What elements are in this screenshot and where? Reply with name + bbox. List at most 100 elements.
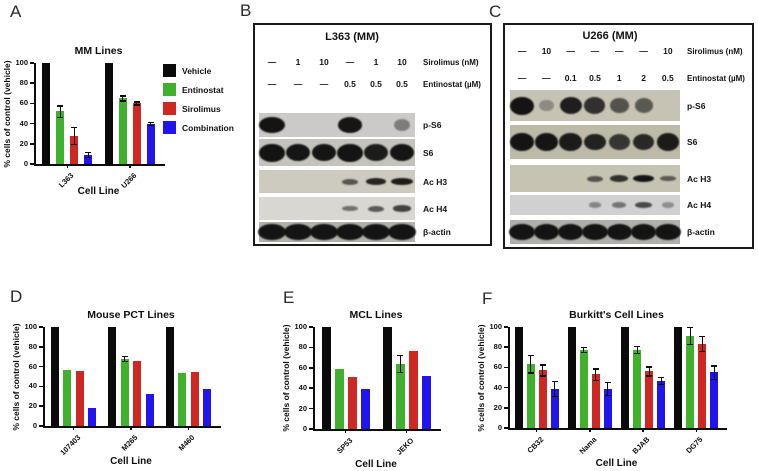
x-tick (130, 426, 132, 430)
blot-strip-β-actin (258, 222, 416, 242)
y-tick-label: 80 (28, 341, 37, 351)
y-tick (30, 143, 34, 145)
protein-band (610, 175, 629, 182)
error-bar-cap (592, 368, 599, 370)
bar-combination-107403 (88, 408, 97, 426)
bar-vehicle-DG75 (674, 327, 683, 428)
protein-band (311, 143, 337, 162)
bar-vehicle-SP53 (321, 327, 331, 429)
protein-band (632, 133, 655, 151)
chart-title: MM Lines (74, 45, 123, 57)
y-tick-label: 40 (298, 383, 307, 393)
error-bar (59, 106, 61, 117)
protein-band (258, 224, 286, 240)
protein-band (559, 96, 582, 115)
protein-band (284, 224, 312, 240)
protein-band (633, 175, 654, 182)
blot-title: L363 (MM) (325, 31, 379, 43)
y-tick (30, 122, 34, 125)
y-tick (504, 386, 508, 389)
lane-dose-label: 1 (295, 57, 301, 67)
protein-band (583, 133, 606, 151)
error-bar (554, 381, 556, 396)
protein-band (533, 224, 560, 240)
y-tick (39, 326, 43, 328)
treatment-label: Sirolimus (nM) (423, 58, 479, 67)
error-bar-cap (658, 383, 665, 385)
bar-vehicle-M265 (108, 327, 117, 426)
bar-entinostat-CB32 (526, 364, 535, 428)
bar-combination-JEKO (421, 375, 431, 429)
error-bar (660, 377, 662, 384)
error-bar-cap (527, 372, 534, 374)
error-bar-cap (634, 346, 641, 348)
bar-sirolimus-JEKO (408, 351, 418, 429)
bar-entinostat-DG75 (686, 336, 695, 428)
panel-letter-c: C (489, 2, 502, 21)
bar-sirolimus-M460 (190, 371, 199, 426)
y-axis-label: % cells of control (vehicle) (2, 59, 12, 168)
x-axis-label: Cell Line (595, 458, 638, 469)
chart-mouse-pct-lines: Mouse PCT Lines % cells of control (vehic… (11, 309, 221, 467)
y-tick (309, 367, 313, 369)
lane-dose-label: 10 (319, 57, 329, 67)
bar-entinostat-SP53 (334, 368, 344, 429)
panel-letter-a: A (10, 2, 22, 21)
error-bar-cap (121, 360, 128, 362)
error-bar-cap (551, 395, 558, 397)
error-bar-cap (147, 124, 154, 126)
error-bar-cap (658, 376, 665, 378)
error-bar-cap (539, 375, 546, 377)
x-tick (642, 428, 644, 432)
bar-sirolimus-M265 (133, 360, 142, 426)
protein-band (635, 201, 652, 209)
y-tick-label: 60 (19, 98, 28, 108)
lane-dose-label: 0.5 (589, 73, 601, 83)
lane-dose-label: — (517, 46, 527, 56)
protein-band (362, 224, 390, 240)
x-tick (695, 428, 698, 432)
y-tick-label: 100 (489, 322, 502, 331)
bar-sirolimus-BJAB (645, 371, 654, 428)
protein-band (392, 205, 412, 212)
y-tick-label: 20 (298, 403, 307, 413)
bar-sirolimus-DG75 (698, 344, 707, 428)
bar-vehicle-BJAB (621, 327, 630, 428)
panel-letter-b: B (240, 1, 252, 20)
error-bar-cap (604, 394, 611, 396)
error-bar-cap (699, 336, 706, 338)
blot-row-label: β-actin (423, 227, 451, 237)
error-bar (595, 369, 597, 380)
blot-row-label: p-S6 (687, 100, 706, 111)
y-tick (504, 427, 508, 429)
bar-combination-SP53 (360, 389, 370, 429)
error-bar-cap (397, 371, 403, 374)
protein-band (655, 224, 681, 240)
protein-band (336, 224, 364, 240)
protein-band (609, 134, 630, 150)
error-bar (87, 152, 89, 157)
error-bar-cap (580, 347, 587, 349)
y-tick (30, 82, 34, 84)
lane-dose-label: 1 (373, 57, 379, 67)
error-bar-cap (539, 364, 546, 366)
legend-label: Entinostat (182, 84, 224, 95)
y-tick-label: 100 (294, 322, 307, 331)
lane-dose-label: — (345, 57, 355, 67)
error-bar (607, 382, 609, 395)
y-tick (309, 346, 313, 349)
error-bar-cap (527, 355, 534, 357)
y-tick-label: 100 (15, 58, 28, 67)
bar-sirolimus-107403 (75, 370, 84, 426)
protein-band (391, 178, 413, 185)
lane-dose-label: — (566, 46, 575, 56)
blot-l363: L363 (MM) — 1 10 — 1 10 Sirolimus (nM) — — — 0.5 0.5… (253, 23, 492, 246)
error-bar-cap (699, 351, 706, 353)
error-bar-cap (133, 104, 140, 106)
y-tick-label: 80 (493, 342, 502, 352)
error-bar-cap (551, 380, 558, 382)
protein-band (259, 143, 285, 162)
panel-letter-f: F (482, 289, 493, 308)
y-tick (309, 428, 313, 430)
legend-swatch-combination (163, 121, 176, 134)
